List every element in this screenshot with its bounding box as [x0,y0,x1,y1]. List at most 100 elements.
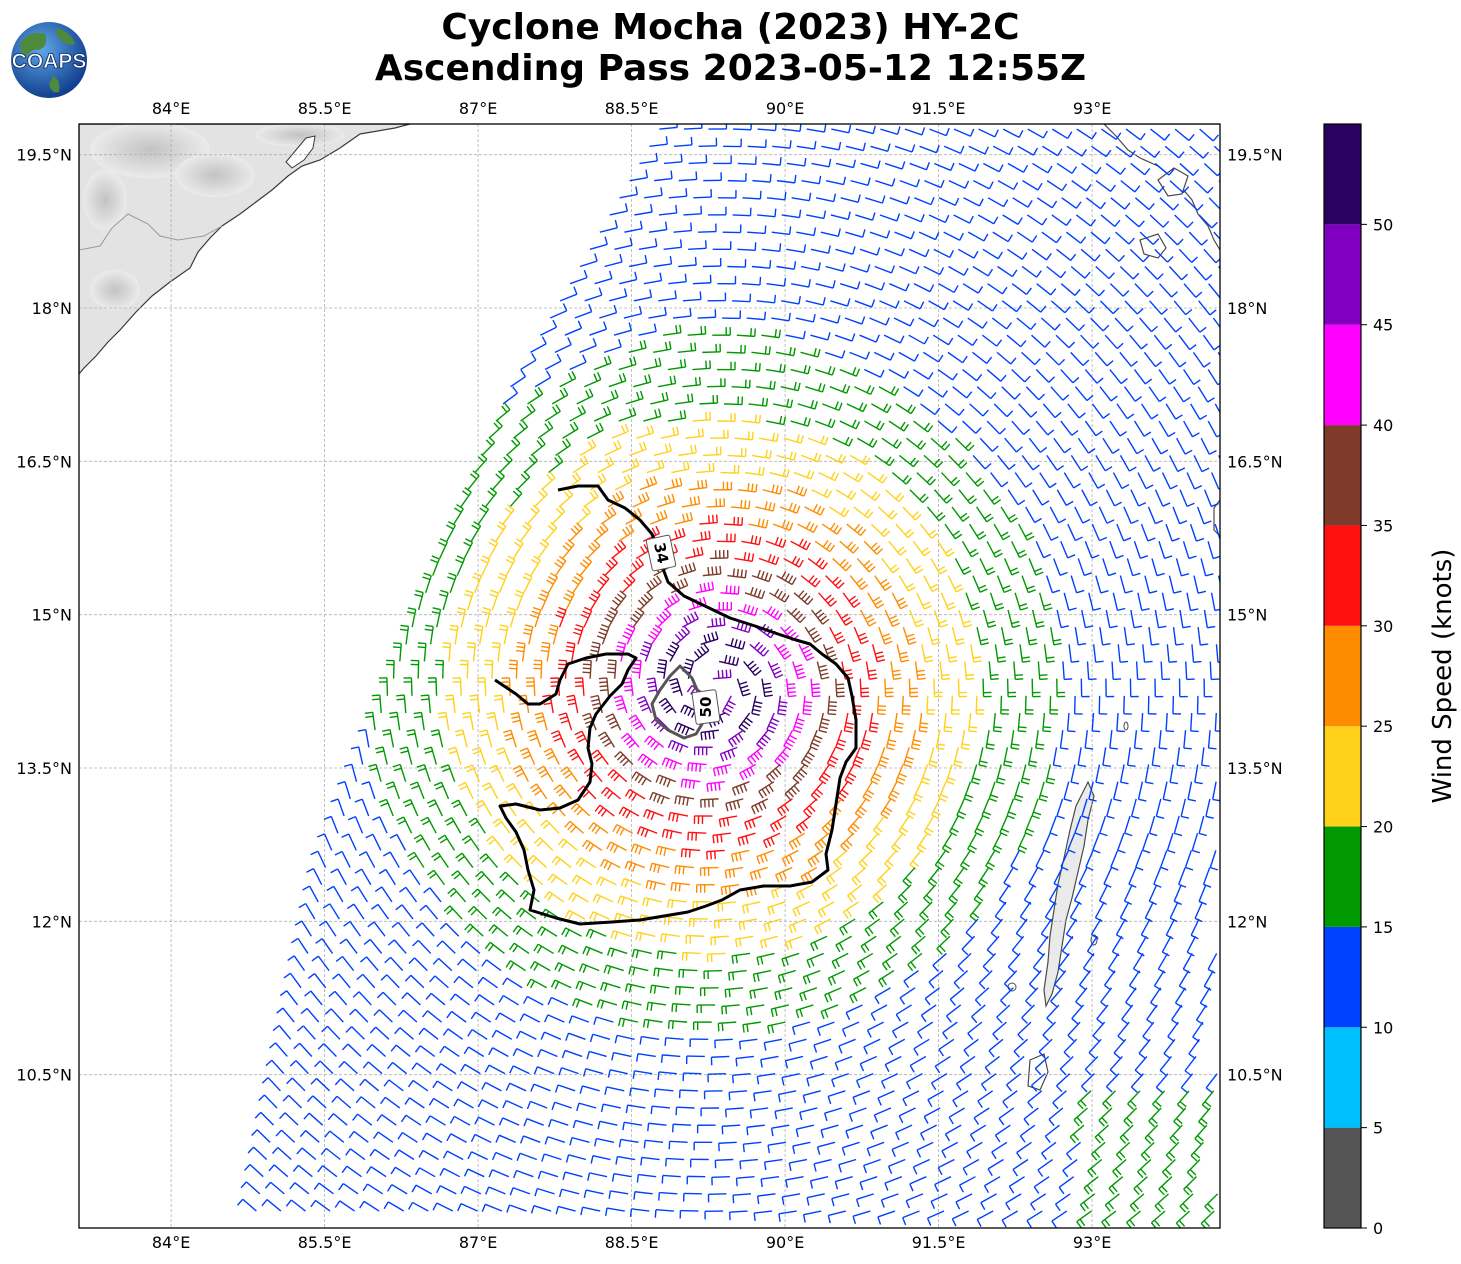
wind-barb [692,530,711,542]
wind-barb [1041,231,1062,244]
wind-barb [849,454,871,466]
wind-barb [864,368,885,378]
wind-barb [912,540,931,557]
wind-barb [614,237,633,251]
wind-barb [599,304,618,319]
wind-barb [815,280,836,289]
wind-barb [1102,558,1117,577]
wind-barb [1004,437,1023,453]
wind-barb [786,244,807,253]
wind-barb [549,303,568,319]
wind-barb [948,179,970,189]
wind-barb [723,138,742,148]
wind-barb [781,295,801,305]
wind-barb [1165,523,1180,542]
wind-barb [976,386,997,400]
wind-barb [786,157,807,167]
wind-barb [597,573,610,594]
wind-barb [997,454,1016,470]
wind-barb [1102,437,1120,455]
wind-barb [790,538,811,551]
wind-barb [506,436,521,456]
wind-barb [1018,403,1038,418]
wind-barb [446,521,456,542]
wind-barb [609,203,629,216]
wind-barb [983,162,1004,173]
wind-barb [618,524,635,542]
wind-barb [926,506,946,522]
wind-barb [1112,472,1130,490]
wind-barb [953,128,975,137]
wind-barb [463,538,474,559]
wind-barb [1140,523,1156,542]
wind-barb [997,180,1019,191]
wind-barb [544,521,558,542]
wind-barb [502,386,519,405]
wind-barb [919,144,940,154]
wind-barb [965,472,985,487]
wind-barb [1202,334,1220,351]
wind-barb [954,558,972,575]
wind-barb [702,343,722,354]
wind-barb [965,592,980,611]
wind-barb [1154,248,1174,263]
wind-barb [860,489,881,502]
wind-barb [1126,437,1144,455]
wind-barb [840,281,861,290]
wind-barb [688,154,708,165]
wind-barb [883,334,905,344]
wind-barb [688,240,707,251]
wind-barb [962,420,982,434]
wind-barb [693,189,713,199]
wind-barb [430,555,440,576]
colorbar-tick-label: 5 [1373,1119,1383,1138]
wind-barb [948,265,969,276]
wind-barb [707,292,727,302]
wind-barb [869,230,891,239]
wind-barb [1028,558,1044,576]
wind-barb [638,323,657,336]
wind-barb [881,437,902,449]
wind-barb [709,549,729,560]
wind-barb [835,489,857,500]
wind-barb [484,487,498,508]
wind-barb [947,575,964,593]
wind-barb [815,193,837,203]
wind-barb [888,540,907,556]
wind-barb [495,521,507,542]
wind-barb [678,171,698,182]
wind-barb [1035,540,1052,559]
wind-barb [1109,283,1130,297]
wind-barb [603,338,622,354]
wind-barb [771,226,792,236]
wind-barb [1094,351,1114,367]
wind-barb [1198,214,1218,229]
lon-tick-label-bottom: 87°E [459,1233,497,1252]
coaps-logo: COAPS [11,22,87,98]
wind-barb [1085,283,1105,297]
wind-barb [821,522,843,535]
wind-barb [879,300,900,309]
wind-barb [692,360,712,371]
wind-barb [712,327,731,336]
wind-barb [1178,334,1197,351]
wind-barb [1050,300,1071,314]
lon-tick-label-bottom: 90°E [766,1233,804,1252]
wind-barb [722,310,742,320]
colorbar-tick-label: 30 [1373,617,1393,636]
wind-barb [707,206,727,216]
wind-barb [807,435,829,446]
wind-barb [540,319,558,336]
wind-barb [825,176,847,186]
wind-barb [1109,369,1128,385]
wind-barb [678,444,697,457]
wind-barb [986,540,1003,558]
wind-barb [805,297,826,306]
wind-barb [855,125,876,135]
wind-barb [765,363,786,374]
wind-barb [982,248,1003,260]
wind-barb [889,283,910,292]
wind-barb [730,499,751,510]
wind-barb [762,157,782,166]
wind-barb [1099,386,1118,402]
